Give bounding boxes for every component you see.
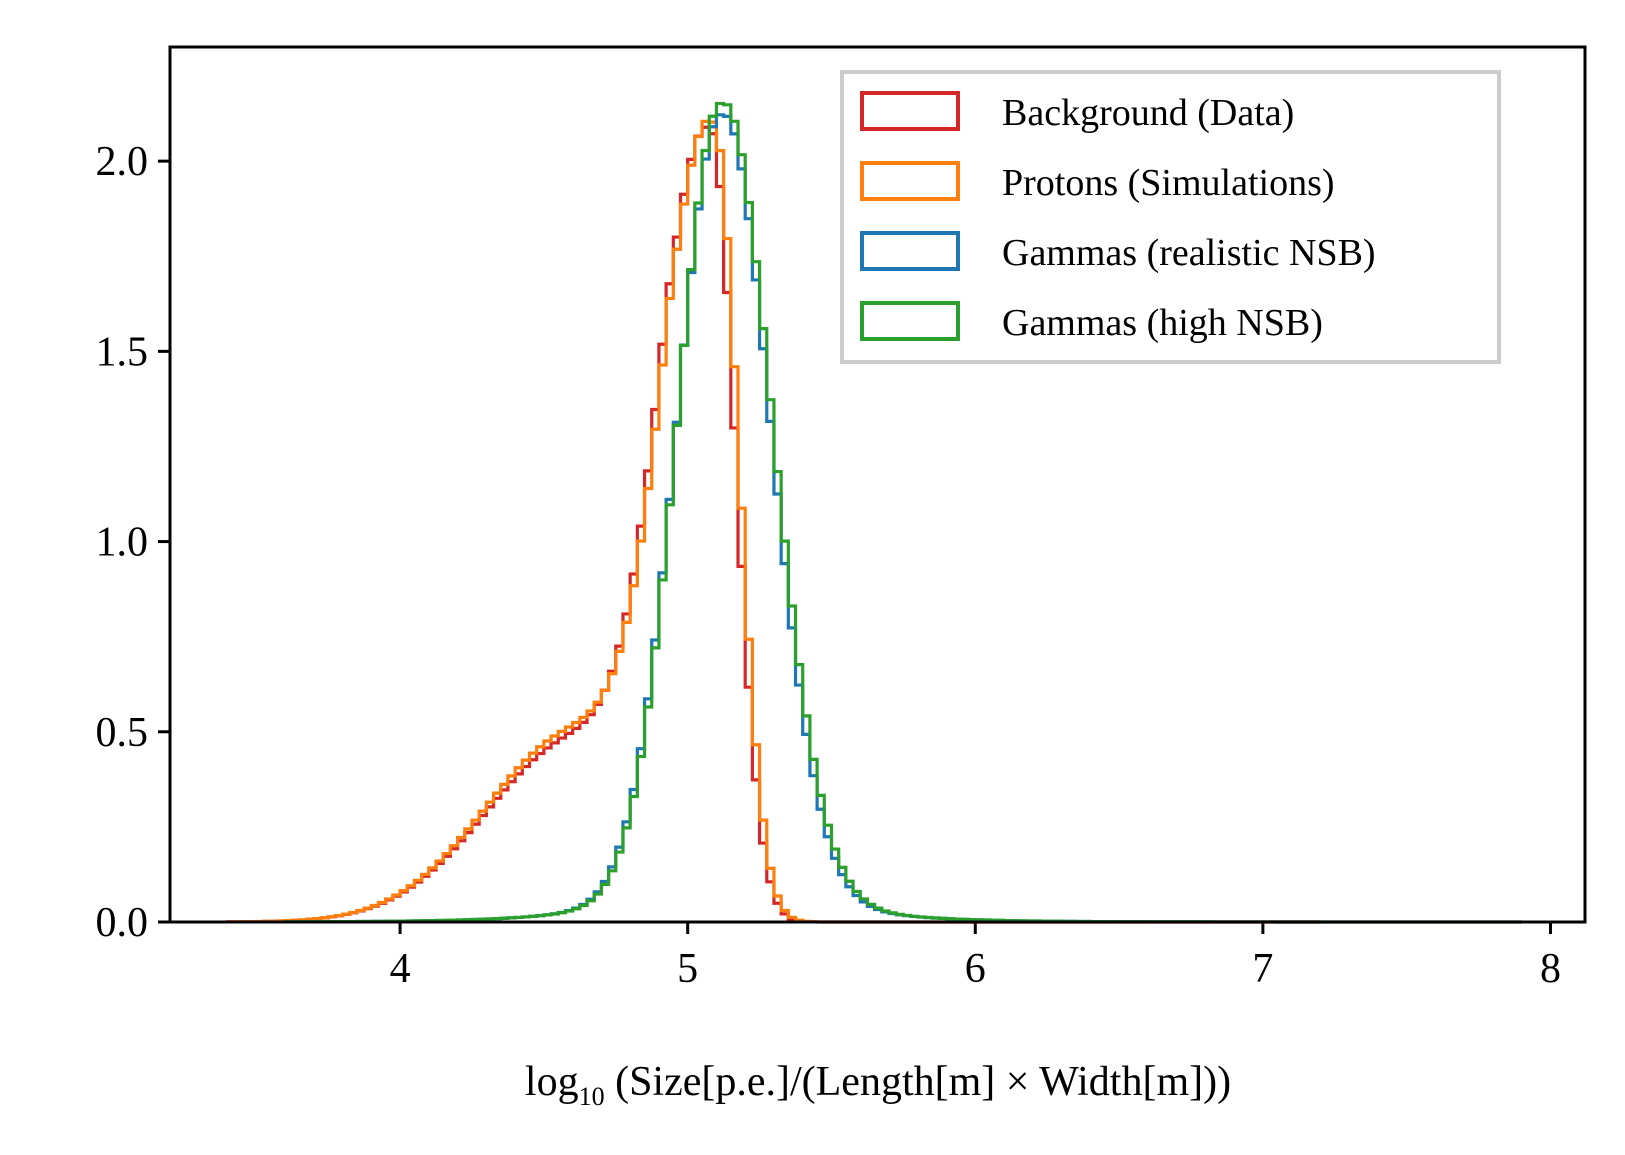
y-tick-label: 0.5 — [96, 710, 149, 756]
y-tick-label: 1.5 — [96, 329, 149, 375]
legend: Background (Data) Protons (Simulations) Ga… — [840, 70, 1501, 364]
y-tick-label: 2.0 — [96, 139, 149, 185]
x-tick-label: 4 — [390, 946, 411, 992]
x-axis-label-rest: (Size[p.e.]/(Length[m] × Width[m])) — [605, 1059, 1232, 1105]
x-tick-label: 8 — [1540, 946, 1561, 992]
x-tick-label: 7 — [1252, 946, 1273, 992]
x-axis-label: log10 (Size[p.e.]/(Length[m] × Width[m])… — [525, 1059, 1231, 1111]
x-axis-label-subscript: 10 — [579, 1082, 605, 1111]
x-axis-label-prefix: log — [525, 1059, 579, 1105]
legend-swatch — [860, 161, 960, 201]
y-tick-label: 0.0 — [96, 900, 149, 946]
x-tick-label: 6 — [965, 946, 986, 992]
x-axis: 4 5 6 7 8 — [390, 922, 1561, 992]
legend-swatch — [860, 231, 960, 271]
y-tick-label: 1.0 — [96, 520, 149, 566]
legend-entry-label: Gammas (realistic NSB) — [1002, 232, 1376, 274]
legend-entry-label: Background (Data) — [1002, 92, 1294, 134]
x-tick-label: 5 — [677, 946, 698, 992]
legend-swatch — [860, 91, 960, 131]
legend-swatch — [860, 301, 960, 341]
y-axis: 0.0 0.5 1.0 1.5 2.0 — [96, 139, 170, 946]
legend-entry-label: Protons (Simulations) — [1002, 162, 1335, 204]
legend-box — [840, 70, 1501, 364]
legend-entry-label: Gammas (high NSB) — [1002, 302, 1323, 344]
plot-frame — [168, 45, 1587, 924]
